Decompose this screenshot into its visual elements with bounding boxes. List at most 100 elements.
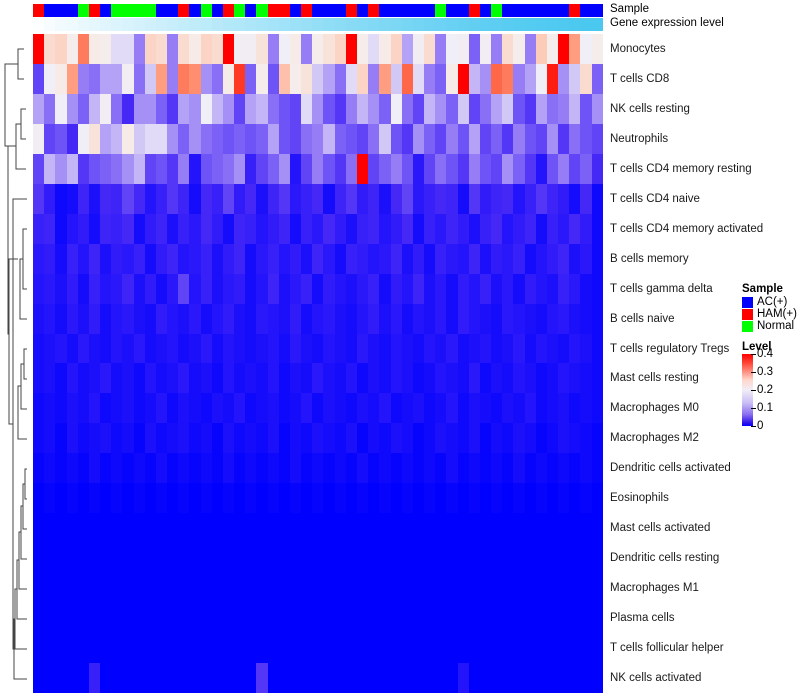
heatmap-cell [301,393,313,424]
heatmap-row [33,183,603,214]
heatmap-cell [178,34,190,64]
heatmap-cell [379,153,391,184]
heatmap-cell [502,663,514,693]
heatmap-cell [122,273,134,304]
heatmap-cell [412,663,425,693]
heatmap-cell [155,63,168,94]
heatmap-cell [267,93,279,124]
heatmap-cell [580,633,592,664]
heatmap-cell [424,363,436,394]
heatmap-cell [178,513,190,544]
heatmap-cell [267,513,279,544]
heatmap-cell [379,513,391,544]
sample-annotation-cell [144,4,156,17]
heatmap-cell [368,213,380,244]
heatmap-cell [77,243,89,274]
heatmap-cell [457,453,469,484]
heatmap-cell [44,273,56,304]
row-label-column: Monocytes T cells CD8 NK cells resting Neut… [610,34,800,693]
heatmap-cell [368,153,380,184]
heatmap-cell [211,123,223,154]
heatmap-cell [457,543,469,574]
heatmap-cell [345,213,357,244]
heatmap-cell [401,393,413,424]
heatmap-cell [111,183,123,214]
heatmap-cell [334,633,346,664]
heatmap-row [33,483,603,514]
heatmap-cell [66,153,78,184]
heatmap-cell [435,273,447,304]
heatmap-row [33,273,603,304]
heatmap-cell [379,543,391,574]
heatmap-cell [558,363,570,394]
heatmap-cell [591,303,603,334]
heatmap-cell [334,333,346,364]
row-label: Mast cells resting [610,372,699,385]
heatmap-cell [55,573,67,604]
heatmap-cell [580,603,592,634]
heatmap-cell [468,363,480,394]
heatmap-cell [289,363,302,394]
heatmap-cell [401,273,413,304]
heatmap-cell [312,543,324,574]
heatmap-cell [479,513,492,544]
heatmap-cell [234,153,246,184]
heatmap-cell [491,123,503,154]
heatmap-cell [222,123,235,154]
heatmap-cell [424,153,436,184]
heatmap-cell [580,543,592,574]
heatmap-cell [435,513,447,544]
heatmap-cell [44,633,56,664]
heatmap-cell [245,213,257,244]
heatmap-cell [513,333,525,364]
heatmap-cell [222,393,235,424]
heatmap-cell [77,663,89,693]
heatmap-cell [222,573,235,604]
heatmap-cell [457,483,469,514]
heatmap-cell [278,93,290,124]
heatmap-cell [44,543,56,574]
heatmap-cell [524,363,536,394]
heatmap-cell [401,34,413,64]
heatmap-cell [267,363,279,394]
heatmap-cell [66,603,78,634]
heatmap-cell [267,663,279,693]
heatmap-cell [368,573,380,604]
heatmap-cell [122,303,134,334]
heatmap-cell [345,93,357,124]
heatmap-cell [301,543,313,574]
heatmap-cell [468,34,480,64]
heatmap-cell [100,483,112,514]
heatmap-cell [502,213,514,244]
heatmap-cell [167,633,179,664]
heatmap-cell [88,183,101,214]
heatmap-cell [200,63,212,94]
heatmap-cell [345,34,357,64]
heatmap-cell [278,663,290,693]
heatmap-cell [133,513,145,544]
heatmap-cell [345,513,357,544]
level-colorbar-ticks: 0.4 0.3 0.2 0.1 0 [751,348,800,432]
gene-expression-annotation-cell [44,18,56,31]
heatmap-cell [457,663,469,693]
heatmap-cell [535,603,547,634]
heatmap-cell [234,363,246,394]
heatmap-cell [189,273,201,304]
heatmap-cell [222,633,235,664]
heatmap-cell [100,153,112,184]
heatmap-cell [558,633,570,664]
heatmap-cell [200,633,212,664]
heatmap-cell [591,183,603,214]
heatmap-cell [200,153,212,184]
heatmap-cell [379,183,391,214]
heatmap-cell [334,183,346,214]
heatmap-cell [144,423,156,454]
heatmap-cell [390,483,402,514]
heatmap-cell [111,34,123,64]
heatmap-cell [446,603,458,634]
heatmap-cell [491,273,503,304]
heatmap-cell [334,363,346,394]
heatmap-cell [301,633,313,664]
heatmap-row [33,34,603,64]
heatmap-cell [200,273,212,304]
